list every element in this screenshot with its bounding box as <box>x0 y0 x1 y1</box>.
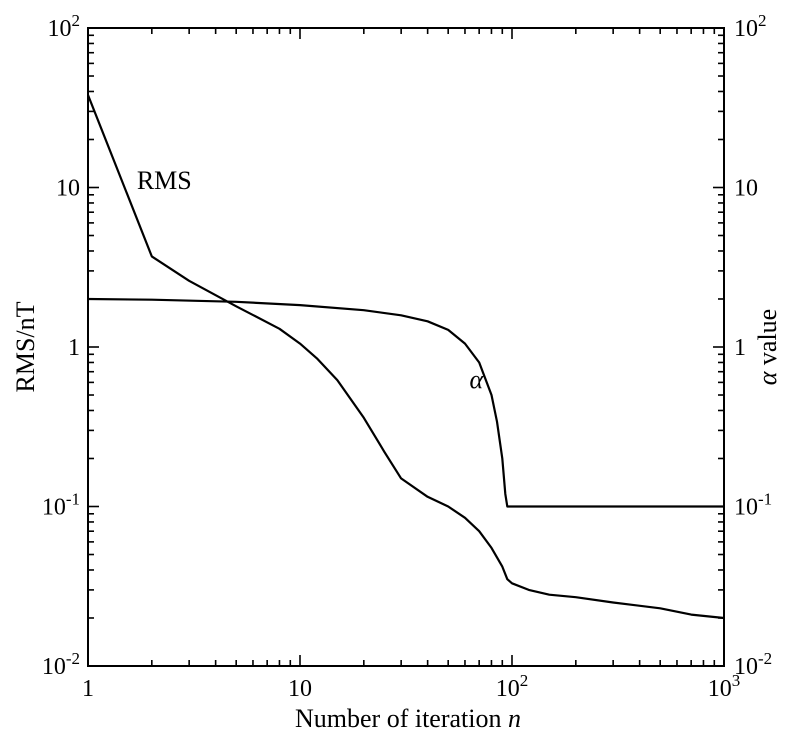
y-tick-label-right: 102 <box>734 11 767 42</box>
y-tick-label-right-base: 10 <box>734 495 758 521</box>
plot-frame <box>87 27 725 667</box>
y-tick-label-left-base: 10 <box>42 654 66 680</box>
y-tick-label-right: 10-2 <box>734 649 772 680</box>
y-tick-label-left: 10 <box>56 176 80 202</box>
y-tick-label-right-base: 1 <box>734 335 746 361</box>
y-tick-label-left-base: 10 <box>42 495 66 521</box>
y-tick-label-right-base: 10 <box>734 654 758 680</box>
y-tick-label-left: 10-2 <box>42 649 80 680</box>
y-tick-label-left-exp: -2 <box>66 649 80 668</box>
y-tick-label-right-exp: 2 <box>758 11 767 30</box>
series-line-0 <box>86 94 725 620</box>
x-tick-label: 10 <box>288 676 312 702</box>
x-tick-label-base: 10 <box>496 676 520 702</box>
y-tick-label-right: 10-1 <box>734 490 772 521</box>
x-tick-label-exp: 2 <box>520 671 529 690</box>
y-tick-label-left-exp: 2 <box>72 11 81 30</box>
x-tick-label: 102 <box>496 671 529 702</box>
y-tick-label-left: 102 <box>48 11 81 42</box>
series-line-1 <box>87 297 724 508</box>
y-tick-label-left: 1 <box>68 335 80 361</box>
y-axis-title-right-text: value <box>753 309 782 372</box>
x-axis-title: Number of iteration n <box>295 704 521 733</box>
x-tick-label-base: 10 <box>288 676 312 702</box>
y-tick-label-left-exp: -1 <box>66 490 80 509</box>
series-label-0: RMS <box>137 166 192 195</box>
y-tick-label-right-base: 10 <box>734 16 758 42</box>
series-label-1: α <box>469 365 484 394</box>
y-tick-label-left-base: 1 <box>68 335 80 361</box>
y-tick-label-left: 10-1 <box>42 490 80 521</box>
x-tick-label: 1 <box>82 676 94 702</box>
y-tick-label-right-exp: -1 <box>758 490 772 509</box>
x-tick-label-exp: 3 <box>732 671 741 690</box>
y-tick-label-left-base: 10 <box>56 176 80 202</box>
x-tick-label-base: 1 <box>82 676 94 702</box>
x-axis-title-var: n <box>508 704 521 733</box>
y-axis-title-right: α value <box>753 309 782 385</box>
y-tick-label-right-exp: -2 <box>758 649 772 668</box>
y-tick-label-right-base: 10 <box>734 176 758 202</box>
y-axis-title-right-symbol: α <box>753 370 782 385</box>
x-axis-title-text: Number of iteration <box>295 704 508 733</box>
series-layer: RMS α <box>86 94 725 620</box>
y-tick-label-left-base: 10 <box>48 16 72 42</box>
y-axis-title-left: RMS/nT <box>11 301 40 392</box>
y-tick-label-right: 10 <box>734 176 758 202</box>
x-tick-label: 103 <box>708 671 741 702</box>
plot-border <box>87 27 725 667</box>
y-tick-label-right: 1 <box>734 335 746 361</box>
x-tick-label-base: 10 <box>708 676 732 702</box>
